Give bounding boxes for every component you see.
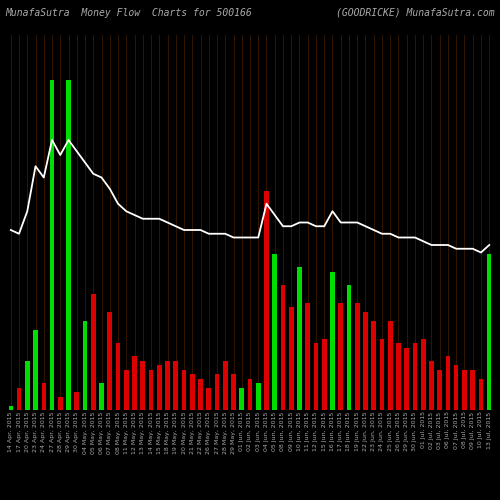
- Bar: [248, 379, 252, 410]
- Bar: [25, 361, 29, 410]
- Bar: [429, 361, 434, 410]
- Bar: [404, 348, 409, 410]
- Bar: [256, 383, 260, 410]
- Bar: [454, 366, 458, 410]
- Bar: [289, 308, 294, 410]
- Bar: [8, 406, 13, 410]
- Bar: [190, 374, 194, 410]
- Bar: [338, 303, 343, 410]
- Bar: [17, 388, 21, 410]
- Bar: [91, 294, 96, 410]
- Bar: [380, 338, 384, 410]
- Bar: [272, 254, 277, 410]
- Bar: [280, 285, 285, 410]
- Bar: [206, 388, 211, 410]
- Bar: [231, 374, 236, 410]
- Bar: [157, 366, 162, 410]
- Bar: [412, 343, 418, 410]
- Bar: [421, 338, 426, 410]
- Bar: [108, 312, 112, 410]
- Bar: [58, 396, 62, 410]
- Bar: [470, 370, 475, 410]
- Bar: [124, 370, 128, 410]
- Bar: [388, 320, 392, 410]
- Bar: [346, 285, 352, 410]
- Bar: [446, 356, 450, 410]
- Bar: [438, 370, 442, 410]
- Bar: [478, 379, 483, 410]
- Bar: [74, 392, 79, 410]
- Bar: [372, 320, 376, 410]
- Bar: [165, 361, 170, 410]
- Bar: [330, 272, 335, 410]
- Bar: [182, 370, 186, 410]
- Bar: [132, 356, 137, 410]
- Bar: [322, 338, 326, 410]
- Bar: [34, 330, 38, 410]
- Bar: [355, 303, 360, 410]
- Bar: [462, 370, 466, 410]
- Bar: [363, 312, 368, 410]
- Bar: [82, 320, 87, 410]
- Text: (GOODRICKE) MunafaSutra.com: (GOODRICKE) MunafaSutra.com: [336, 8, 495, 18]
- Bar: [140, 361, 145, 410]
- Bar: [214, 374, 220, 410]
- Bar: [198, 379, 203, 410]
- Bar: [66, 80, 71, 410]
- Bar: [148, 370, 154, 410]
- Bar: [174, 361, 178, 410]
- Text: MunafaSutra  Money Flow  Charts for 500166: MunafaSutra Money Flow Charts for 500166: [5, 8, 252, 18]
- Bar: [297, 267, 302, 410]
- Bar: [314, 343, 318, 410]
- Bar: [42, 383, 46, 410]
- Bar: [223, 361, 228, 410]
- Bar: [396, 343, 401, 410]
- Bar: [487, 254, 492, 410]
- Bar: [264, 191, 269, 410]
- Bar: [240, 388, 244, 410]
- Bar: [116, 343, 120, 410]
- Bar: [50, 80, 54, 410]
- Bar: [306, 303, 310, 410]
- Bar: [99, 383, 104, 410]
